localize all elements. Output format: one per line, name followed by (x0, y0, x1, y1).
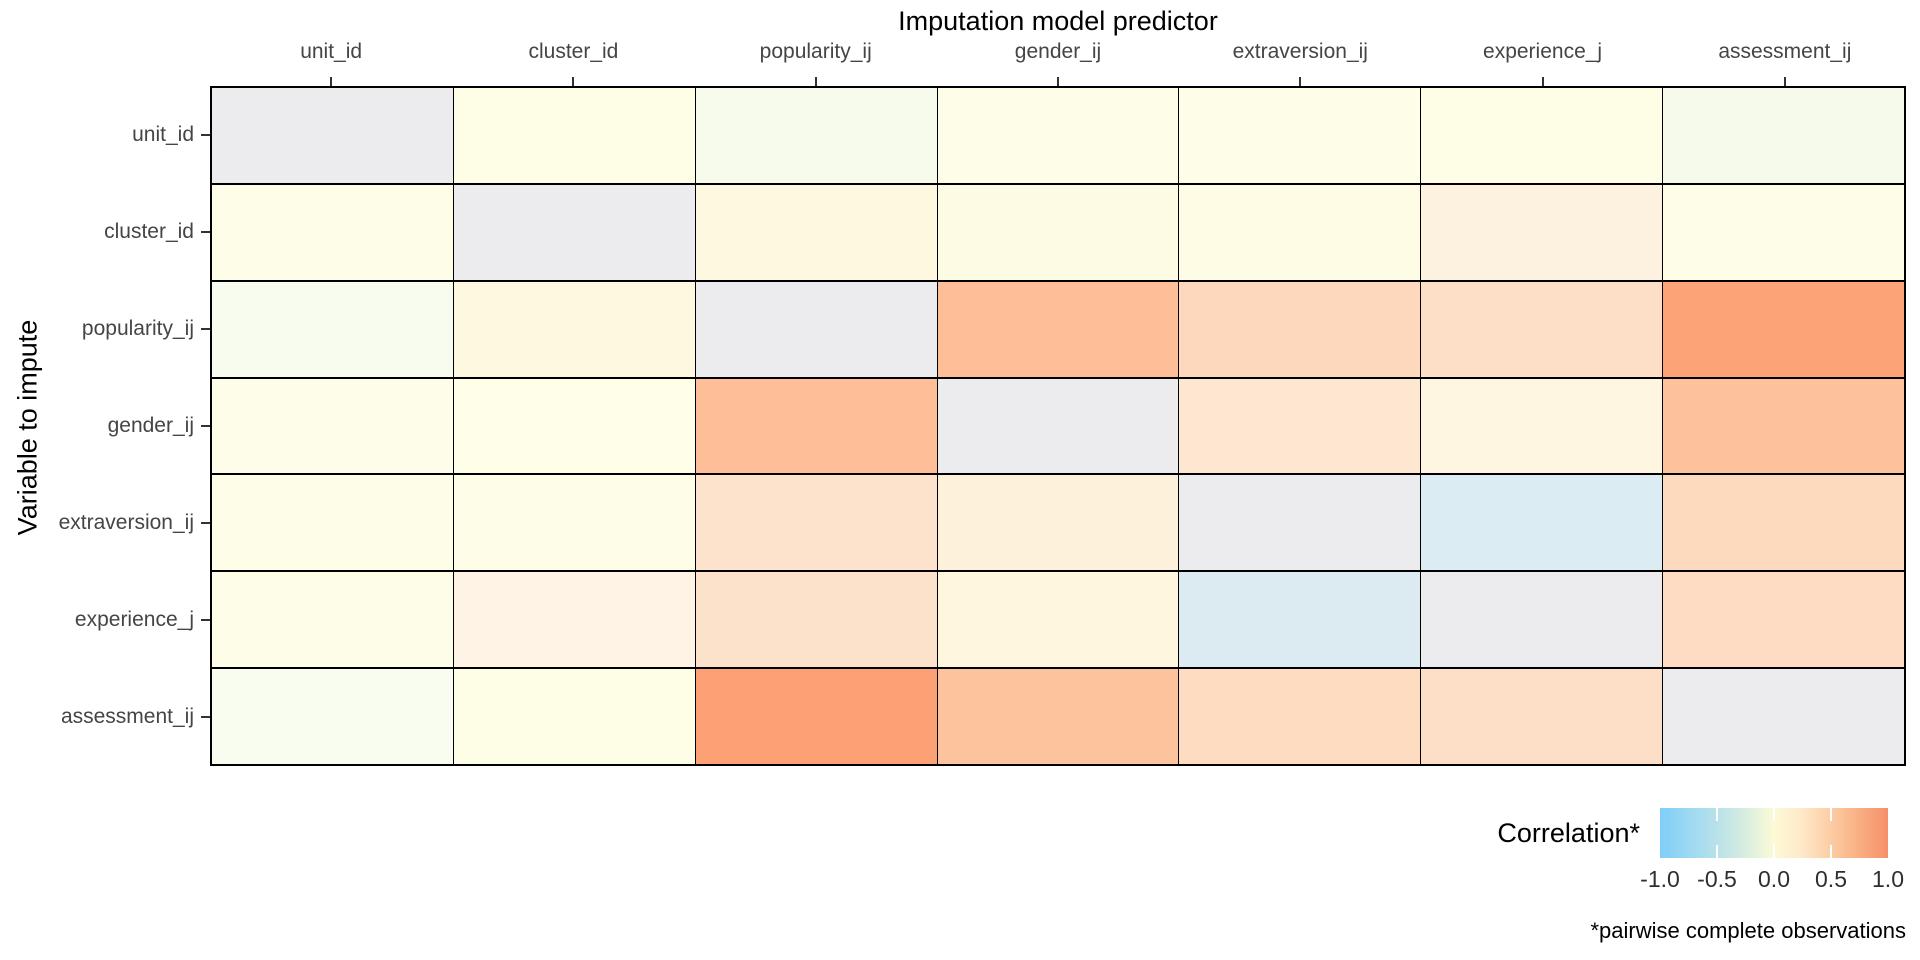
heatmap-cell-extraversion_ij-x-unit_id (212, 475, 453, 571)
heatmap-cell-cluster_id-x-assessment_ij (1663, 184, 1904, 280)
heatmap-cell-experience_j-x-extraversion_ij (1179, 572, 1421, 668)
x-tick-label-assessment_ij: assessment_ij (1718, 40, 1852, 63)
heatmap-cell-popularity_ij-x-cluster_id (453, 281, 695, 377)
legend-bar-tick (1773, 845, 1775, 858)
x-tick-label-popularity_ij: popularity_ij (759, 40, 872, 63)
legend-bar-tick (1716, 845, 1718, 858)
heatmap-cell-popularity_ij-x-extraversion_ij (1179, 281, 1421, 377)
heatmap-cell-assessment_ij-x-unit_id (212, 669, 453, 764)
x-tick-label-gender_ij: gender_ij (1014, 40, 1102, 63)
heatmap-cell-extraversion_ij-x-popularity_ij (695, 475, 937, 571)
heatmap-cell-assessment_ij-x-assessment_ij (1663, 669, 1904, 764)
x-axis-title: Imputation model predictor (898, 6, 1218, 36)
heatmap-cell-unit_id-x-cluster_id (453, 88, 695, 183)
heatmap-cell-popularity_ij-x-gender_ij (937, 281, 1179, 377)
heatmap-cell-assessment_ij-x-extraversion_ij (1179, 669, 1421, 764)
legend-bar-tick (1716, 808, 1718, 821)
heatmap-cell-unit_id-x-extraversion_ij (1179, 88, 1421, 183)
heatmap-cell-popularity_ij-x-popularity_ij (695, 281, 937, 377)
heatmap-cell-experience_j-x-cluster_id (453, 572, 695, 668)
y-tick-mark (201, 230, 210, 233)
heatmap-cell-gender_ij-x-experience_j (1421, 378, 1663, 474)
y-tick-mark (201, 522, 210, 525)
heatmap-cell-extraversion_ij-x-cluster_id (453, 475, 695, 571)
x-tick-mark (814, 77, 817, 86)
y-tick-mark (201, 133, 210, 136)
x-tick-label-extraversion_ij: extraversion_ij (1232, 40, 1368, 63)
heatmap-cell-extraversion_ij-x-gender_ij (937, 475, 1179, 571)
x-tick-label-unit_id: unit_id (300, 40, 363, 63)
heatmap-cell-assessment_ij-x-popularity_ij (695, 669, 937, 764)
heatmap-cell-experience_j-x-popularity_ij (695, 572, 937, 668)
heatmap-cell-cluster_id-x-cluster_id (453, 184, 695, 280)
heatmap-cell-unit_id-x-unit_id (212, 88, 453, 183)
heatmap-cell-extraversion_ij-x-assessment_ij (1663, 475, 1904, 571)
legend-colorbar (1660, 808, 1888, 858)
heatmap-cell-popularity_ij-x-assessment_ij (1663, 281, 1904, 377)
legend-title: Correlation* (1497, 818, 1640, 848)
y-tick-mark (201, 425, 210, 427)
heatmap-cell-gender_ij-x-unit_id (212, 378, 453, 474)
heatmap-cell-unit_id-x-gender_ij (937, 88, 1179, 183)
y-tick-label-gender_ij: gender_ij (107, 414, 194, 437)
heatmap-cell-assessment_ij-x-cluster_id (453, 669, 695, 764)
footnote: *pairwise complete observations (1590, 918, 1907, 943)
heatmap-cell-unit_id-x-popularity_ij (695, 88, 937, 183)
x-tick-label-cluster_id: cluster_id (528, 40, 619, 63)
legend-bar-tick (1830, 808, 1832, 821)
y-tick-mark (201, 716, 210, 719)
y-tick-mark (201, 327, 210, 330)
heatmap-cell-popularity_ij-x-unit_id (212, 281, 453, 377)
heatmap-cell-gender_ij-x-gender_ij (937, 378, 1179, 474)
legend-tick-label-0.5: 0.5 (1815, 866, 1847, 892)
y-tick-label-unit_id: unit_id (132, 122, 194, 146)
x-tick-mark (572, 77, 575, 86)
heatmap-cell-experience_j-x-experience_j (1421, 572, 1663, 668)
y-tick-label-extraversion_ij: extraversion_ij (58, 511, 194, 535)
y-tick-label-cluster_id: cluster_id (104, 219, 194, 243)
heatmap-cell-cluster_id-x-popularity_ij (695, 184, 937, 280)
heatmap-cell-experience_j-x-assessment_ij (1663, 572, 1904, 668)
legend-tick-label--0.5: -0.5 (1697, 866, 1737, 892)
heatmap-cell-gender_ij-x-popularity_ij (695, 378, 937, 474)
heatmap-cell-unit_id-x-assessment_ij (1663, 88, 1904, 183)
x-tick-mark (1057, 77, 1059, 86)
heatmap-cell-extraversion_ij-x-extraversion_ij (1179, 475, 1421, 571)
heatmap-cell-cluster_id-x-extraversion_ij (1179, 184, 1421, 280)
legend-tick-label--1.0: -1.0 (1640, 866, 1680, 892)
y-tick-mark (201, 619, 210, 622)
x-tick-mark (330, 77, 333, 86)
legend-bar-tick (1830, 845, 1832, 858)
y-tick-label-assessment_ij: assessment_ij (60, 705, 194, 729)
heatmap-grid (210, 86, 1906, 766)
heatmap-cell-cluster_id-x-experience_j (1421, 184, 1663, 280)
heatmap-cell-experience_j-x-gender_ij (937, 572, 1179, 668)
legend-bar-tick (1773, 808, 1775, 821)
heatmap-cell-experience_j-x-unit_id (212, 572, 453, 668)
heatmap-cell-assessment_ij-x-gender_ij (937, 669, 1179, 764)
heatmap-cell-unit_id-x-experience_j (1421, 88, 1663, 183)
heatmap-cell-extraversion_ij-x-experience_j (1421, 475, 1663, 571)
heatmap-cell-assessment_ij-x-experience_j (1421, 669, 1663, 764)
legend-tick-label-1.0: 1.0 (1872, 866, 1904, 892)
heatmap-cell-cluster_id-x-unit_id (212, 184, 453, 280)
heatmap-cell-gender_ij-x-cluster_id (453, 378, 695, 474)
y-tick-label-experience_j: experience_j (74, 608, 194, 632)
x-tick-label-experience_j: experience_j (1483, 40, 1603, 63)
heatmap-cell-gender_ij-x-extraversion_ij (1179, 378, 1421, 474)
heatmap-cell-cluster_id-x-gender_ij (937, 184, 1179, 280)
heatmap-cell-popularity_ij-x-experience_j (1421, 281, 1663, 377)
y-tick-label-popularity_ij: popularity_ij (81, 316, 194, 340)
heatmap-cell-gender_ij-x-assessment_ij (1663, 378, 1904, 474)
legend-tick-label-0.0: 0.0 (1758, 866, 1790, 892)
x-tick-mark (1299, 77, 1302, 86)
x-tick-mark (1783, 77, 1786, 86)
x-tick-mark (1541, 77, 1544, 86)
